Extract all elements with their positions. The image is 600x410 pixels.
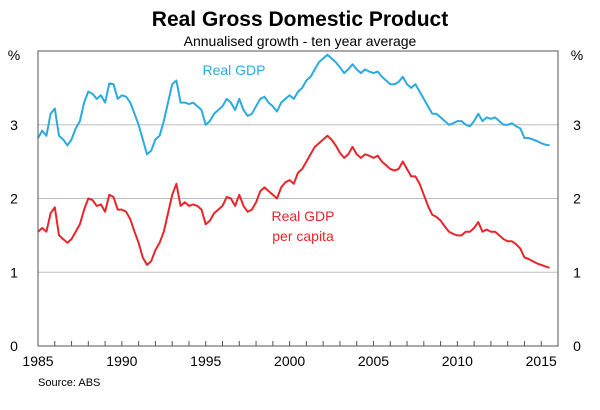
axis-ticks: 0 0 1 1 2 2 3 3 1985 1990 1995 2000 2005 2010 2015 (10, 117, 581, 369)
x-tick-2015: 2015 (526, 353, 557, 369)
x-tick-2005: 2005 (358, 353, 389, 369)
x-tick-1990: 1990 (106, 353, 137, 369)
series-line-real-gdp-per-capita (37, 134, 550, 269)
left-axis-unit: % (8, 47, 20, 63)
y-tick-right-3: 3 (573, 117, 581, 133)
chart-title: Real Gross Domestic Product (152, 8, 448, 31)
y-tick-right-0: 0 (573, 338, 581, 354)
gridlines (38, 124, 558, 273)
real-gdp-label: Real GDP (202, 62, 265, 78)
y-tick-left-0: 0 (10, 338, 18, 354)
plot-frame (37, 50, 559, 347)
source-note: Source: ABS (38, 377, 100, 389)
y-tick-left-2: 2 (10, 191, 18, 207)
y-tick-right-1: 1 (573, 264, 581, 280)
x-tick-1995: 1995 (190, 353, 221, 369)
x-tick-1985: 1985 (22, 353, 53, 369)
series-line-real-gdp (37, 53, 550, 156)
x-tick-2010: 2010 (442, 353, 473, 369)
y-tick-right-2: 2 (573, 191, 581, 207)
real-gdp-per-capita-label-line2: per capita (272, 228, 334, 244)
chart-subtitle: Annualised growth - ten year average (184, 33, 417, 49)
right-axis-unit: % (571, 47, 583, 63)
y-tick-left-1: 1 (10, 264, 18, 280)
real-gdp-per-capita-label-line1: Real GDP (271, 208, 334, 224)
y-tick-left-3: 3 (10, 117, 18, 133)
series-lines (37, 53, 550, 269)
x-tick-2000: 2000 (274, 353, 305, 369)
